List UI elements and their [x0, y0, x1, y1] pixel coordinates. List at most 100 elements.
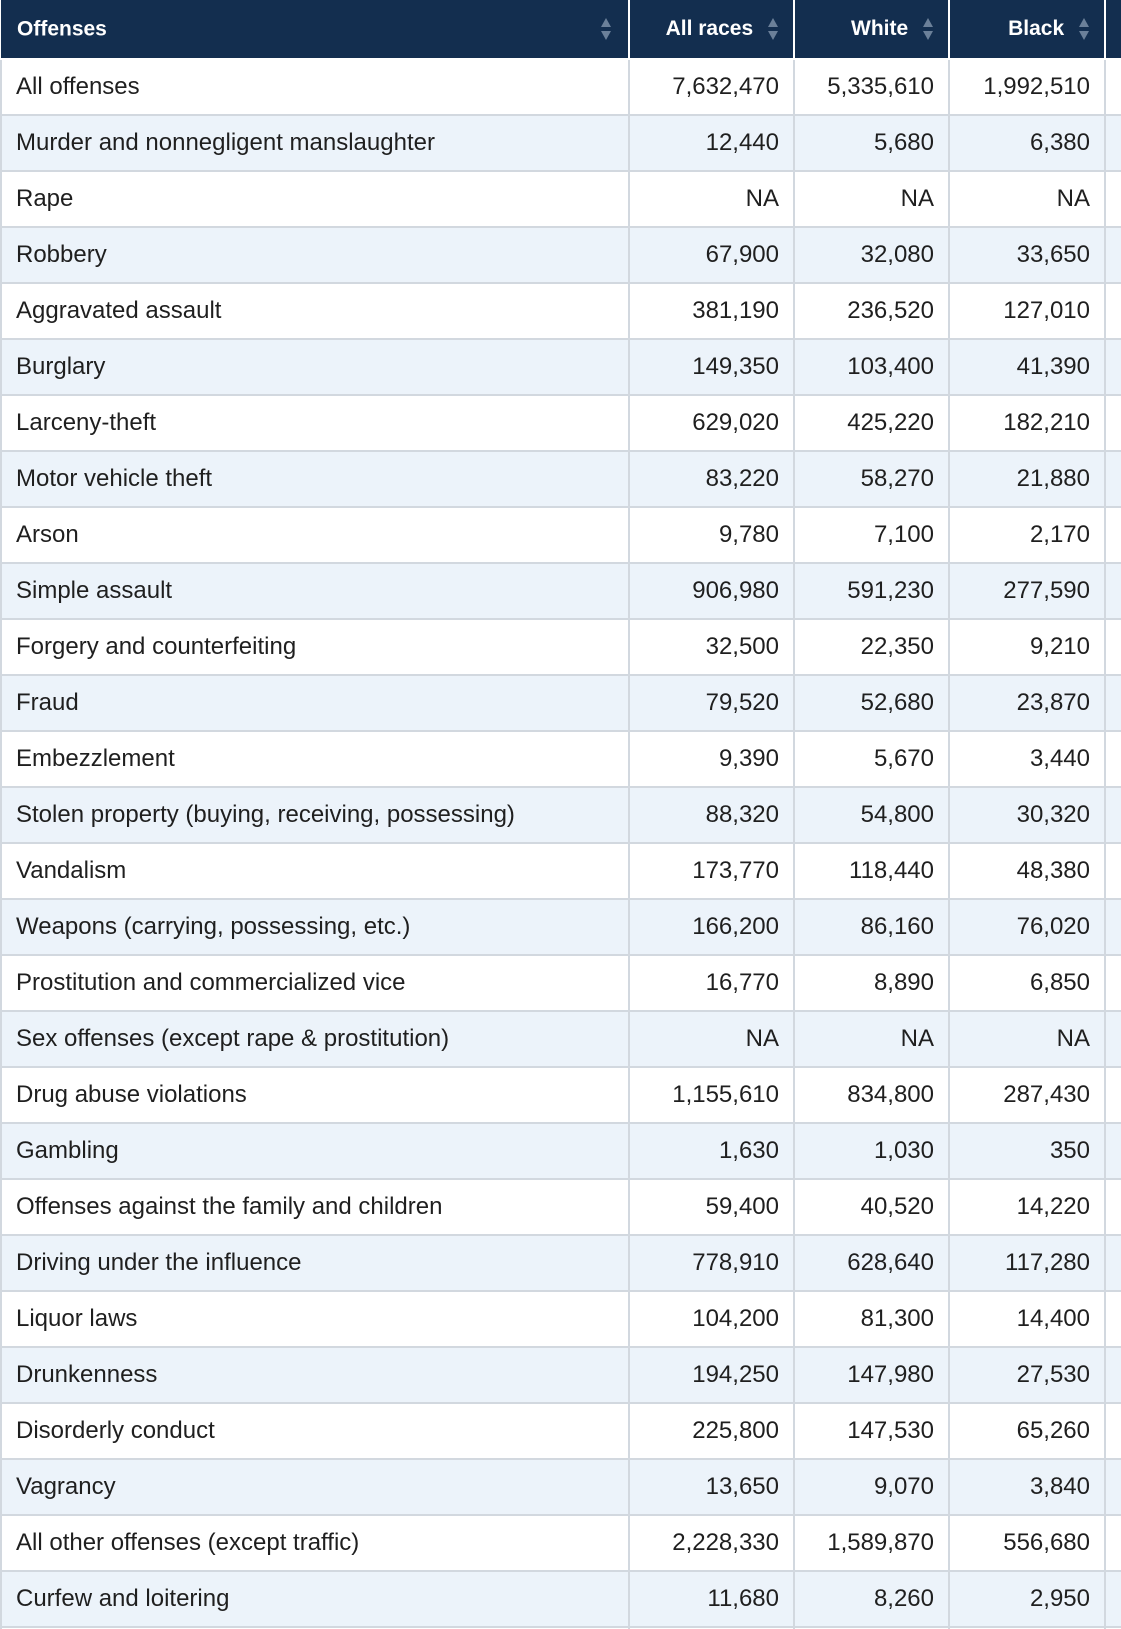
black-cell: 6,850 [949, 955, 1106, 1012]
column-header-hidden [1105, 0, 1121, 60]
black-cell: 117,280 [949, 1235, 1106, 1292]
overflow-cell [1105, 563, 1121, 620]
overflow-cell [1105, 1403, 1121, 1460]
offense-cell: Embezzlement [0, 731, 630, 788]
offense-cell: Curfew and loitering [0, 1571, 630, 1628]
all-races-cell: 104,200 [629, 1291, 795, 1348]
black-cell: 76,020 [949, 899, 1106, 956]
all-races-cell: 225,800 [629, 1403, 795, 1460]
offense-cell: Robbery [0, 227, 630, 284]
table-row: Motor vehicle theft 83,220 58,270 21,880 [0, 451, 1121, 508]
all-races-cell: NA [629, 171, 795, 228]
black-cell: 182,210 [949, 395, 1106, 452]
sort-icon[interactable] [600, 16, 612, 42]
all-races-cell: 166,200 [629, 899, 795, 956]
offense-cell: Vagrancy [0, 1459, 630, 1516]
white-cell: 834,800 [794, 1067, 950, 1124]
overflow-cell [1105, 1067, 1121, 1124]
column-header-label: Black [1008, 17, 1065, 40]
offense-cell: Simple assault [0, 563, 630, 620]
offense-cell: Gambling [0, 1123, 630, 1180]
table-row: Larceny-theft 629,020 425,220 182,210 [0, 395, 1121, 452]
table-row: Forgery and counterfeiting 32,500 22,350 9,… [0, 619, 1121, 676]
white-cell: NA [794, 1011, 950, 1068]
white-cell: 58,270 [794, 451, 950, 508]
overflow-cell [1105, 1515, 1121, 1572]
black-cell: 30,320 [949, 787, 1106, 844]
offense-cell: Sex offenses (except rape & prostitution… [0, 1011, 630, 1068]
black-cell: 27,530 [949, 1347, 1106, 1404]
offense-cell: Motor vehicle theft [0, 451, 630, 508]
column-header-all-races[interactable]: All races [629, 0, 795, 60]
black-cell: 33,650 [949, 227, 1106, 284]
white-cell: 5,335,610 [794, 59, 950, 116]
offense-cell: Prostitution and commercialized vice [0, 955, 630, 1012]
overflow-cell [1105, 1235, 1121, 1292]
table-row: Drug abuse violations 1,155,610 834,800 287… [0, 1067, 1121, 1124]
sort-icon[interactable] [767, 16, 779, 42]
black-cell: 65,260 [949, 1403, 1106, 1460]
white-cell: 5,680 [794, 115, 950, 172]
white-cell: 32,080 [794, 227, 950, 284]
all-races-cell: 149,350 [629, 339, 795, 396]
all-races-cell: 194,250 [629, 1347, 795, 1404]
table-row: Weapons (carrying, possessing, etc.) 166,… [0, 899, 1121, 956]
overflow-cell [1105, 1291, 1121, 1348]
black-cell: 2,170 [949, 507, 1106, 564]
header-row: Offenses All races White [1, 0, 1121, 60]
black-cell: 1,992,510 [949, 59, 1106, 116]
white-cell: 236,520 [794, 283, 950, 340]
table-row: Fraud 79,520 52,680 23,870 [0, 675, 1121, 732]
offense-cell: Fraud [0, 675, 630, 732]
sort-icon[interactable] [922, 16, 934, 42]
overflow-cell [1105, 731, 1121, 788]
overflow-cell [1105, 395, 1121, 452]
black-cell: 3,840 [949, 1459, 1106, 1516]
all-races-cell: 173,770 [629, 843, 795, 900]
white-cell: NA [794, 171, 950, 228]
table-row: Arson 9,780 7,100 2,170 [0, 507, 1121, 564]
black-cell: 14,220 [949, 1179, 1106, 1236]
column-header-offenses[interactable]: Offenses [1, 0, 630, 60]
white-cell: 9,070 [794, 1459, 950, 1516]
white-cell: 22,350 [794, 619, 950, 676]
table-row: Stolen property (buying, receiving, poss… [0, 787, 1121, 844]
all-races-cell: 12,440 [629, 115, 795, 172]
offense-cell: Weapons (carrying, possessing, etc.) [0, 899, 630, 956]
overflow-cell [1105, 171, 1121, 228]
all-races-cell: 9,390 [629, 731, 795, 788]
overflow-cell [1105, 1011, 1121, 1068]
all-races-cell: 13,650 [629, 1459, 795, 1516]
offense-cell: Larceny-theft [0, 395, 630, 452]
all-races-cell: 381,190 [629, 283, 795, 340]
column-header-label: All races [665, 17, 754, 40]
all-races-cell: 7,632,470 [629, 59, 795, 116]
white-cell: 54,800 [794, 787, 950, 844]
overflow-cell [1105, 1347, 1121, 1404]
white-cell: 591,230 [794, 563, 950, 620]
all-races-cell: 32,500 [629, 619, 795, 676]
white-cell: 425,220 [794, 395, 950, 452]
black-cell: 23,870 [949, 675, 1106, 732]
all-races-cell: 629,020 [629, 395, 795, 452]
overflow-cell [1105, 115, 1121, 172]
overflow-cell [1105, 899, 1121, 956]
black-cell: NA [949, 171, 1106, 228]
offense-cell: All offenses [0, 59, 630, 116]
offense-cell [0, 1627, 630, 1629]
offense-cell: Aggravated assault [0, 283, 630, 340]
sort-icon[interactable] [1078, 16, 1090, 42]
overflow-cell [1105, 787, 1121, 844]
table-row: Vagrancy 13,650 9,070 3,840 [0, 1459, 1121, 1516]
column-header-label: Offenses [17, 17, 107, 41]
column-header-black[interactable]: Black [949, 0, 1106, 60]
overflow-cell [1105, 283, 1121, 340]
table-row: All offenses 7,632,470 5,335,610 1,992,510 [0, 59, 1121, 116]
white-cell: 7,100 [794, 507, 950, 564]
all-races-cell: 67,900 [629, 227, 795, 284]
white-cell: 628,640 [794, 1235, 950, 1292]
overflow-cell [1105, 1627, 1121, 1629]
column-header-white[interactable]: White [794, 0, 950, 60]
offense-cell: All other offenses (except traffic) [0, 1515, 630, 1572]
